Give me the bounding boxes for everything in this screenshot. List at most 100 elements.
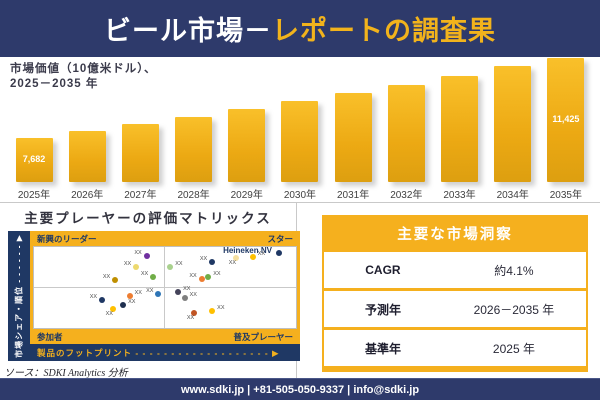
- table-row-base-year: 基準年 2025 年: [324, 330, 586, 366]
- scatter-point: XX: [167, 261, 183, 271]
- bar-value-label: 11,425: [552, 114, 580, 124]
- cagr-label: CAGR: [365, 263, 401, 277]
- scatter-point-label: XX: [134, 289, 142, 296]
- scatter-point: XX: [120, 299, 135, 309]
- matrix-y-axis-label: 市場シェア・順位 - - - - - - ▶: [14, 234, 24, 358]
- player-evaluation-matrix: 市場シェア・順位 - - - - - - ▶ 新興のリーダー スター XX XX X…: [8, 231, 300, 361]
- base-year-label: 基準年: [364, 341, 401, 356]
- scatter-point: XX: [189, 273, 205, 283]
- quadrant-label-pervasive-players: 普及プレーヤー: [233, 331, 293, 342]
- cagr-value: 約4.1%: [494, 263, 534, 278]
- base-year-value: 2025 年: [492, 341, 535, 356]
- footer-contact-bar: www.sdki.jp | +81-505-050-9337 | info@sd…: [0, 378, 600, 400]
- scatter-point-label: XX: [213, 270, 221, 277]
- scatter-point-label: XX: [89, 294, 98, 301]
- scatter-point: XX: [205, 271, 221, 280]
- matrix-top-band: 新興のリーダー スター: [30, 231, 300, 246]
- bar-column-2029年: 2029年: [225, 109, 269, 201]
- scatter-point-label: XX: [257, 250, 266, 257]
- scatter-point-label: XX: [140, 270, 149, 277]
- matrix-x-axis: 製品のフットプリント - - - - - - - - - - - - - - -…: [30, 344, 300, 361]
- scatter-point-label: XX: [105, 310, 113, 317]
- bar-column-2031年: 2031年: [331, 93, 375, 201]
- page-title-white: ビール市場－: [104, 16, 272, 46]
- scatter-point: XX: [249, 251, 265, 260]
- scatter-point-label: XX: [228, 259, 237, 266]
- forecast-years-label: 予測年: [364, 302, 401, 317]
- bar-2032年: [387, 85, 425, 182]
- scatter-point-label: XX: [189, 273, 197, 280]
- scatter-point: XX: [181, 292, 197, 302]
- scatter-point-label: XX: [189, 292, 197, 299]
- x-axis-tick-label: 2029年: [230, 190, 263, 201]
- scatter-point-label: XX: [199, 255, 208, 262]
- x-axis-tick-label: 2031年: [337, 190, 370, 201]
- x-axis-tick-label: 2033年: [443, 190, 476, 201]
- company-label: Heineken NV: [223, 245, 272, 255]
- matrix-grid-horizontal: [34, 287, 296, 289]
- bar-2026年: [68, 131, 106, 182]
- scatter-point: XX: [124, 261, 140, 271]
- bar-column-2032年: 2032年: [384, 85, 428, 201]
- x-axis-tick-label: 2030年: [283, 190, 317, 201]
- bar-column-2025年: 7,682 2025年: [12, 138, 56, 201]
- page-title: ビール市場－レポートの調査果: [104, 9, 496, 48]
- matrix-x-axis-label: 製品のフットプリント - - - - - - - - - - - - - - -…: [37, 347, 280, 358]
- x-axis-tick-label: 2026年: [71, 190, 104, 201]
- scatter-point: XX: [209, 305, 225, 314]
- chart-subtitle: 市場価値（10億米ドル）、 2025－2035 年: [10, 62, 157, 92]
- scatter-point-heineken: Heineken NV: [223, 246, 282, 256]
- bar-column-2030年: 2030年: [278, 101, 322, 201]
- scatter-point: XX: [175, 286, 190, 295]
- x-axis-tick-label: 2035年: [549, 190, 582, 201]
- x-axis-tick-label: 2027年: [124, 190, 157, 201]
- bar-2028年: [175, 117, 213, 182]
- scatter-point: XX: [187, 309, 197, 321]
- table-row-cagr: CAGR 約4.1%: [324, 252, 586, 288]
- scatter-point-label: XX: [217, 304, 225, 311]
- bar-2033年: [441, 76, 478, 182]
- bar-column-2034年: 2034年: [491, 66, 535, 201]
- market-insights-title: 主要な市場洞察: [397, 227, 513, 243]
- scatter-point-label: XX: [128, 299, 136, 306]
- scatter-point-label: XX: [186, 314, 195, 321]
- scatter-point-label: XX: [175, 261, 183, 268]
- scatter-point: XX: [126, 290, 142, 299]
- bar-chart: 7,682 2025年 2026年 2027年 2028年 2029年 2030年 2031年…: [12, 58, 588, 201]
- bar-column-2035年: 11,425 2035年: [544, 58, 588, 201]
- matrix-main: 新興のリーダー スター XX XX XX XX XX XX Heineken NV XX XX X…: [30, 231, 300, 361]
- quadrant-label-stars: スター: [267, 233, 293, 244]
- scatter-point: XX: [90, 294, 106, 304]
- x-axis-tick-label: 2025年: [17, 190, 51, 201]
- x-axis-tick-label: 2034年: [496, 190, 529, 201]
- chart-subtitle-line2: 2025－2035 年: [10, 78, 99, 90]
- forecast-years-value: 2026－2035 年: [473, 302, 555, 317]
- scatter-point: XX: [200, 256, 216, 265]
- market-insights-panel: 主要な市場洞察 CAGR 約4.1% 予測年 2026－2035 年 基準年 2…: [322, 215, 588, 372]
- matrix-y-axis: 市場シェア・順位 - - - - - - ▶: [8, 231, 30, 361]
- source-note: ソース：SDKI Analytics 分析: [4, 368, 128, 379]
- scatter-point: XX: [146, 288, 162, 297]
- table-row-forecast-years: 予測年 2026－2035 年: [324, 291, 586, 327]
- bar-2031年: [334, 93, 372, 182]
- matrix-bottom-band: 参加者 普及プレーヤー: [30, 329, 300, 344]
- quadrant-label-emerging-leaders: 新興のリーダー: [37, 233, 97, 244]
- bar-value-label: 7,682: [22, 154, 46, 164]
- bar-2035年: 11,425: [547, 58, 585, 182]
- matrix-plot-area: XX XX XX XX XX XX Heineken NV XX XX XX XX XX XX XX XX X…: [33, 246, 297, 329]
- scatter-point: XX: [103, 274, 119, 284]
- scatter-point: XX: [134, 250, 150, 259]
- x-axis-tick-label: 2032年: [390, 190, 423, 201]
- scatter-point-label: XX: [134, 249, 142, 256]
- scatter-point-label: XX: [146, 287, 154, 294]
- bar-column-2028年: 2028年: [172, 117, 216, 201]
- x-axis-tick-label: 2028年: [177, 190, 210, 201]
- quadrant-label-participants: 参加者: [37, 331, 63, 342]
- bar-column-2027年: 2027年: [118, 124, 162, 201]
- bar-2025年: 7,682: [15, 138, 53, 182]
- header-banner: ビール市場－レポートの調査果: [0, 0, 600, 57]
- matrix-title: 主要プレーヤーの評価マトリックス: [24, 211, 272, 226]
- page-title-gold: レポートの調査果: [272, 16, 496, 46]
- scatter-point-label: XX: [183, 285, 191, 292]
